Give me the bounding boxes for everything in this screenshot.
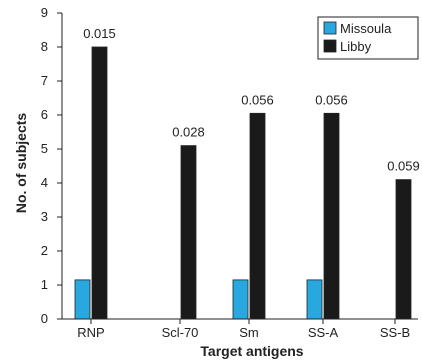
legend-label-missoula: Missoula — [340, 21, 392, 36]
x-tick-label: Sm — [239, 325, 259, 340]
y-axis-title: No. of subjects — [13, 113, 29, 214]
bar-libby — [323, 112, 340, 320]
data-labels: 0.015 0.028 0.056 0.056 0.059 — [83, 26, 420, 174]
bar-annotation: 0.056 — [241, 92, 274, 107]
x-tick-label: SS-B — [380, 325, 410, 340]
y-tick-label: 3 — [41, 209, 48, 224]
x-tick-label: Scl-70 — [162, 325, 199, 340]
bar-missoula — [232, 279, 249, 320]
x-axis-ticks: RNP Scl-70 Sm SS-A SS-B — [77, 319, 410, 340]
x-tick-label: RNP — [77, 325, 104, 340]
legend-swatch-libby — [323, 39, 337, 53]
x-tick-label: SS-A — [308, 325, 339, 340]
legend-label-libby: Libby — [340, 39, 372, 54]
bar-annotation: 0.028 — [172, 125, 205, 140]
legend: Missoula Libby — [317, 16, 419, 60]
bar-libby — [91, 46, 108, 320]
y-tick-label: 8 — [41, 39, 48, 54]
bar-annotation: 0.056 — [315, 92, 348, 107]
y-tick-label: 0 — [41, 311, 48, 326]
bar-annotation: 0.015 — [83, 26, 116, 41]
y-tick-label: 4 — [41, 175, 48, 190]
y-axis-ticks: 0 1 2 3 4 5 6 7 8 9 — [41, 5, 62, 326]
y-tick-label: 6 — [41, 107, 48, 122]
bar-libby — [249, 112, 266, 320]
y-tick-label: 7 — [41, 73, 48, 88]
y-tick-label: 9 — [41, 5, 48, 20]
x-axis-title: Target antigens — [200, 343, 303, 359]
y-tick-label: 5 — [41, 141, 48, 156]
bars-group — [74, 46, 412, 320]
bar-libby — [395, 179, 412, 320]
bar-missoula — [74, 279, 91, 320]
bar-annotation: 0.059 — [387, 159, 420, 174]
bar-libby — [180, 145, 197, 320]
y-tick-label: 2 — [41, 243, 48, 258]
bar-missoula — [306, 279, 323, 320]
legend-swatch-missoula — [323, 21, 337, 35]
y-tick-label: 1 — [41, 277, 48, 292]
